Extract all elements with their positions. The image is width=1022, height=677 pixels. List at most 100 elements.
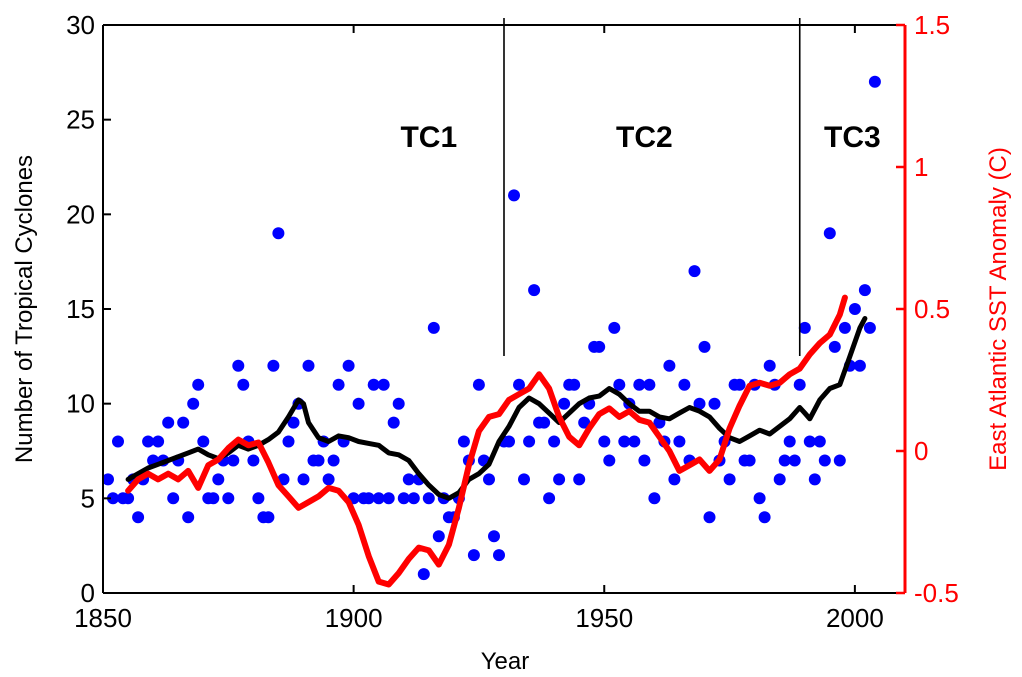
data-point	[342, 359, 355, 372]
data-point	[673, 435, 686, 448]
data-point	[152, 435, 165, 448]
data-point	[472, 378, 485, 391]
axes	[102, 23, 907, 595]
data-point	[352, 397, 365, 410]
data-point	[853, 359, 866, 372]
data-point	[578, 416, 591, 429]
data-point	[362, 492, 375, 505]
y-axis-title: Number of Tropical Cyclones	[11, 155, 38, 463]
data-point	[377, 378, 390, 391]
x-axis-title: Year	[481, 648, 530, 675]
running-mean-line	[125, 316, 868, 501]
data-point	[222, 492, 235, 505]
data-point	[327, 454, 340, 467]
data-point	[678, 378, 691, 391]
data-point	[773, 473, 786, 486]
y-tick-label: 20	[66, 199, 95, 229]
data-point	[417, 568, 430, 581]
x-tick-label: 1900	[325, 603, 383, 633]
data-point	[112, 435, 124, 448]
data-point	[808, 473, 821, 486]
data-point	[182, 511, 195, 524]
data-point	[798, 321, 811, 334]
data-point	[558, 397, 571, 410]
data-point	[668, 473, 681, 486]
data-point	[643, 378, 656, 391]
data-point	[457, 435, 470, 448]
data-point	[523, 435, 536, 448]
data-point	[828, 340, 841, 353]
data-point	[528, 284, 541, 297]
data-point	[733, 378, 746, 391]
data-point	[638, 454, 651, 467]
data-point	[107, 492, 119, 505]
data-point	[177, 416, 190, 429]
data-point	[803, 435, 816, 448]
data-point	[187, 397, 200, 410]
data-point	[858, 284, 871, 297]
data-point	[618, 435, 631, 448]
data-point	[598, 435, 611, 448]
data-point	[593, 340, 606, 353]
y2-tick-label: -0.5	[914, 578, 959, 608]
data-point	[197, 435, 210, 448]
data-point	[272, 227, 285, 240]
data-point	[397, 492, 410, 505]
y2-axis-title: East Atlantic SST Anomaly (C)	[985, 147, 1012, 471]
data-point	[387, 416, 400, 429]
data-point	[663, 359, 676, 372]
data-point	[102, 473, 114, 486]
y2-tick-label: 0.5	[914, 294, 950, 324]
period-label: TC2	[616, 121, 673, 154]
data-point	[467, 549, 480, 562]
data-point	[743, 454, 756, 467]
data-point	[277, 473, 290, 486]
data-point	[778, 454, 791, 467]
sst-anomaly-line	[125, 294, 848, 588]
data-point	[312, 454, 325, 467]
data-point	[813, 435, 826, 448]
y-tick-label: 30	[66, 10, 95, 40]
data-point	[503, 435, 515, 448]
data-point	[432, 530, 445, 543]
data-point	[227, 454, 240, 467]
data-point	[132, 511, 145, 524]
data-point	[508, 189, 520, 202]
data-point	[568, 378, 581, 391]
data-point	[763, 359, 776, 372]
data-point	[142, 435, 155, 448]
data-point	[267, 359, 280, 372]
line-series-group	[125, 294, 868, 588]
data-point	[287, 416, 300, 429]
period-dividers	[503, 18, 801, 356]
data-point	[212, 473, 225, 486]
data-point	[608, 321, 621, 334]
data-point	[543, 492, 556, 505]
data-point	[252, 492, 265, 505]
data-point	[548, 435, 561, 448]
data-point	[628, 435, 641, 448]
data-point	[407, 492, 420, 505]
data-point	[237, 378, 250, 391]
data-point	[483, 473, 495, 486]
data-point	[518, 473, 530, 486]
data-point	[192, 378, 205, 391]
data-point	[207, 492, 220, 505]
y2-tick-label: 1.5	[914, 10, 950, 40]
data-point	[322, 473, 335, 486]
x-tick-label: 1950	[575, 603, 633, 633]
y-tick-label: 15	[66, 294, 95, 324]
data-point	[367, 378, 380, 391]
y2-tick-label: 0	[914, 436, 928, 466]
data-point	[247, 454, 260, 467]
data-point	[758, 511, 771, 524]
data-point	[262, 511, 275, 524]
y-tick-label: 25	[66, 105, 95, 135]
data-point	[753, 492, 766, 505]
data-point	[633, 378, 646, 391]
data-point	[788, 454, 801, 467]
data-point	[863, 321, 876, 334]
data-point	[553, 473, 566, 486]
data-point	[783, 435, 796, 448]
